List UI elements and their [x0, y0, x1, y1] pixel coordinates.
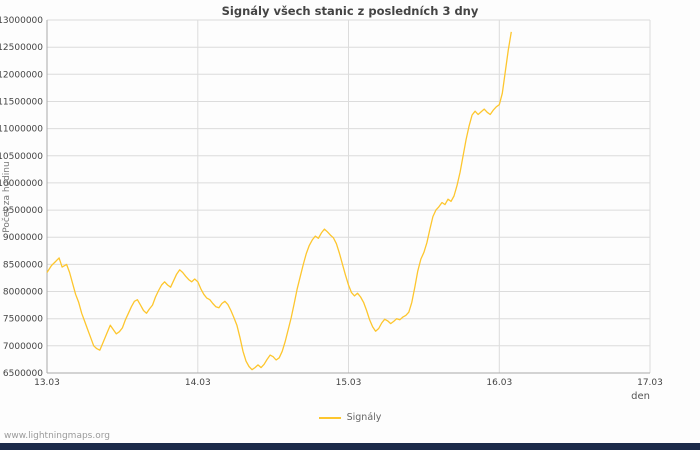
y-tick-label: 12000000	[0, 70, 43, 80]
x-tick-label: 13.03	[34, 378, 60, 388]
y-tick-label: 8500000	[3, 260, 43, 270]
y-tick-label: 9500000	[3, 206, 43, 216]
x-tick-label: 16.03	[486, 378, 512, 388]
y-tick-label: 8000000	[3, 288, 43, 298]
x-tick-label: 14.03	[185, 378, 211, 388]
y-tick-label: 7000000	[3, 342, 43, 352]
y-tick-label: 9000000	[3, 233, 43, 243]
y-tick-label: 13000000	[0, 16, 43, 26]
chart-title: Signály všech stanic z posledních 3 dny	[221, 4, 479, 18]
y-tick-label: 10000000	[0, 179, 43, 189]
site-footer: www.lightningmaps.org	[4, 431, 110, 441]
y-tick-label: 6500000	[3, 369, 43, 379]
y-tick-label: 11000000	[0, 125, 43, 135]
legend-label: Signály	[346, 412, 382, 423]
x-tick-label: 17.03	[637, 378, 663, 388]
y-tick-label: 12500000	[0, 43, 43, 53]
y-tick-label: 10500000	[0, 152, 43, 162]
legend: Signály	[0, 412, 700, 423]
signals-series-line	[46, 31, 512, 371]
legend-line-swatch	[318, 416, 341, 419]
x-tick-label: 15.03	[336, 378, 362, 388]
bottom-bar	[0, 443, 700, 450]
x-axis-label: den	[631, 391, 650, 402]
y-tick-label: 11500000	[0, 98, 43, 108]
y-tick-label: 7500000	[3, 315, 43, 325]
y-axis-label: Počet za hodinu	[1, 161, 12, 232]
